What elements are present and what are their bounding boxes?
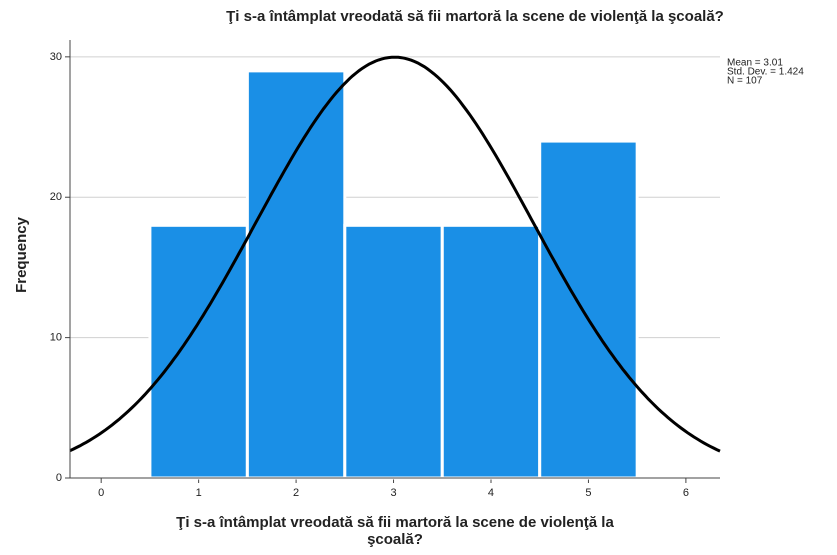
x-tick-label: 2 [293, 487, 299, 499]
x-tick-label: 6 [683, 487, 689, 499]
x-axis-title: şcoală? [367, 531, 423, 548]
bar [538, 139, 639, 480]
normal-curve [69, 55, 721, 453]
y-tick-label: 10 [50, 332, 62, 344]
x-axis-title: Ţi s-a întâmplat vreodată să fii martoră… [176, 514, 614, 531]
y-axis-title: Frequency [13, 216, 30, 293]
y-tick-label: 30 [50, 51, 62, 63]
stat-mean: Mean = 3.01 [727, 58, 783, 69]
bar [440, 223, 542, 480]
y-tick-label: 0 [56, 472, 62, 484]
x-tick-label: 4 [488, 487, 494, 499]
x-tick-label: 5 [585, 487, 591, 499]
x-tick-label: 3 [390, 487, 396, 499]
chart-title: Ţi s-a întâmplat vreodată să fii martoră… [226, 8, 724, 25]
x-tick-label: 1 [196, 487, 202, 499]
bar [245, 69, 347, 480]
y-tick-label: 20 [50, 191, 62, 203]
stat-std-dev: Std. Dev. = 1.424 [727, 67, 804, 78]
x-tick-label: 0 [98, 487, 104, 499]
stat-n: N = 107 [727, 76, 763, 87]
bar [343, 223, 444, 480]
